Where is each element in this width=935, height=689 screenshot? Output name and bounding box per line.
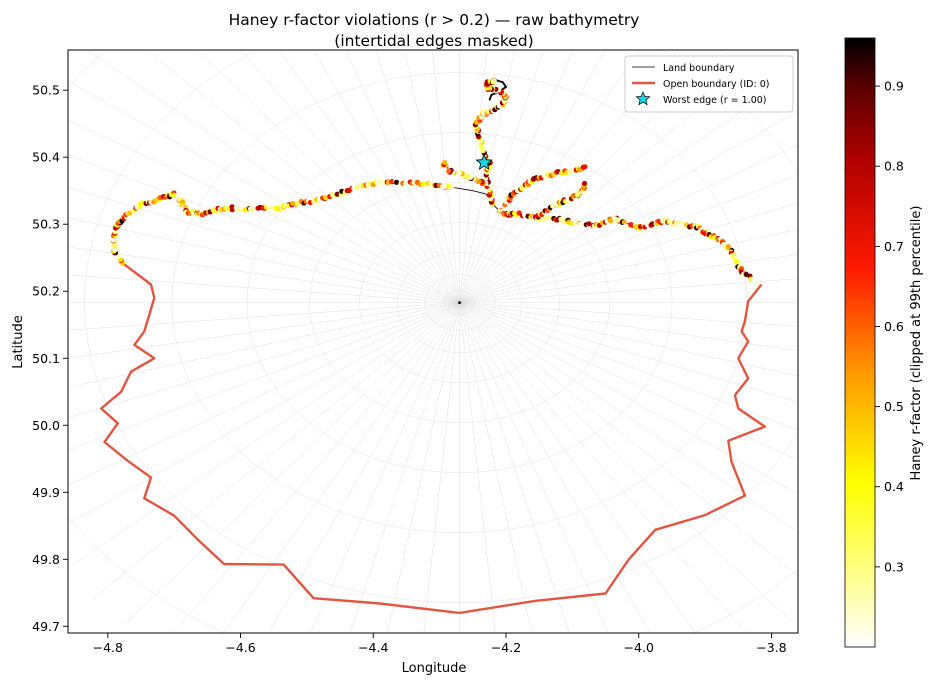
y-tick-label: 50.2: [32, 284, 60, 299]
mesh-spoke: [0, 266, 460, 303]
open-boundary-line: [101, 264, 765, 613]
legend-open-label: Open boundary (ID: 0): [663, 79, 769, 90]
y-tick-label: 50.5: [32, 83, 60, 98]
legend-worst-label: Worst edge (r = 1.00): [663, 95, 767, 106]
mesh-spoke: [325, 303, 460, 685]
mesh-spoke: [369, 303, 459, 685]
mesh-spoke: [460, 93, 910, 303]
colorbar-tick-label: 0.4: [884, 479, 904, 494]
mesh-spoke: [460, 303, 720, 667]
y-tick-label: 49.8: [32, 552, 60, 567]
colorbar-tick-label: 0.8: [884, 159, 904, 174]
mesh-spoke: [0, 230, 460, 303]
violation-point: [582, 181, 587, 186]
mesh-spoke: [414, 303, 459, 685]
violation-point: [442, 160, 447, 165]
mesh-spoke: [282, 303, 460, 685]
x-tick-label: −4.0: [624, 640, 654, 655]
x-tick-label: −3.8: [756, 640, 786, 655]
y-tick-label: 50.4: [32, 150, 60, 165]
legend: Land boundary Open boundary (ID: 0) Wors…: [625, 56, 793, 112]
mesh-spoke: [460, 303, 886, 544]
mesh-spoke: [460, 303, 680, 684]
violation-point: [421, 182, 426, 187]
violation-point: [492, 78, 497, 83]
mesh-spoke: [460, 303, 638, 685]
violation-point: [542, 216, 547, 221]
colorbar-tick-label: 0.9: [884, 79, 904, 94]
violation-point: [449, 185, 454, 190]
mesh-spoke: [460, 303, 550, 685]
colorbar-tick-label: 0.6: [884, 319, 904, 334]
mesh-spoke: [0, 303, 460, 480]
mesh-spoke: [460, 303, 505, 685]
colorbar-tick-label: 0.5: [884, 399, 904, 414]
colorbar-tick-label: 0.3: [884, 559, 904, 574]
y-tick-label: 49.9: [32, 485, 60, 500]
chart-subtitle: (intertidal edges masked): [334, 32, 533, 50]
x-tick-label: −4.2: [491, 640, 521, 655]
y-axis: 49.7 49.8 49.9 50.0 50.1 50.2 50.3 50.4 50.5: [32, 83, 68, 634]
x-axis: −4.8 −4.6 −4.4 −4.2 −4.0 −3.8: [93, 633, 787, 655]
colorbar-gradient: [845, 38, 875, 647]
mesh-spoke: [0, 303, 460, 340]
y-tick-label: 50.0: [32, 418, 60, 433]
colorbar-tick-label: 0.7: [884, 239, 904, 254]
chart-title-block: Haney r-factor violations (r > 0.2) — ra…: [229, 11, 640, 50]
chart-title: Haney r-factor violations (r > 0.2) — ra…: [229, 11, 640, 29]
legend-land-label: Land boundary: [663, 63, 735, 74]
plot-frame: [68, 50, 798, 633]
x-tick-label: −4.4: [358, 640, 388, 655]
colorbar: 0.3 0.4 0.5 0.6 0.7 0.8 0.9 Haney r-factor (cl…: [845, 38, 924, 647]
mesh-spoke: [460, 303, 910, 513]
x-axis-label: Longitude: [402, 661, 467, 676]
mesh-spoke: [0, 125, 460, 303]
y-axis-label: Latitude: [11, 315, 26, 369]
land-boundary-coast: [113, 183, 761, 285]
violation-point: [394, 180, 399, 185]
mesh-spoke: [0, 303, 460, 376]
mesh-spoke: [9, 93, 459, 303]
violation-point: [582, 164, 587, 169]
mesh-spoke: [460, 303, 595, 685]
y-tick-label: 50.1: [32, 351, 60, 366]
mesh-spoke: [34, 303, 460, 544]
mesh-spoke: [9, 303, 459, 513]
x-tick-label: −4.8: [93, 640, 123, 655]
mesh-spoke: [0, 303, 460, 447]
mesh-spoke: [200, 303, 460, 667]
island-point: [458, 301, 461, 304]
colorbar-label: Haney r-factor (clipped at 99th percenti…: [909, 206, 924, 481]
x-tick-label: −4.6: [225, 640, 255, 655]
y-tick-label: 49.7: [32, 619, 60, 634]
mesh-spoke: [240, 303, 460, 684]
open-boundary: [101, 264, 765, 613]
y-tick-label: 50.3: [32, 217, 60, 232]
